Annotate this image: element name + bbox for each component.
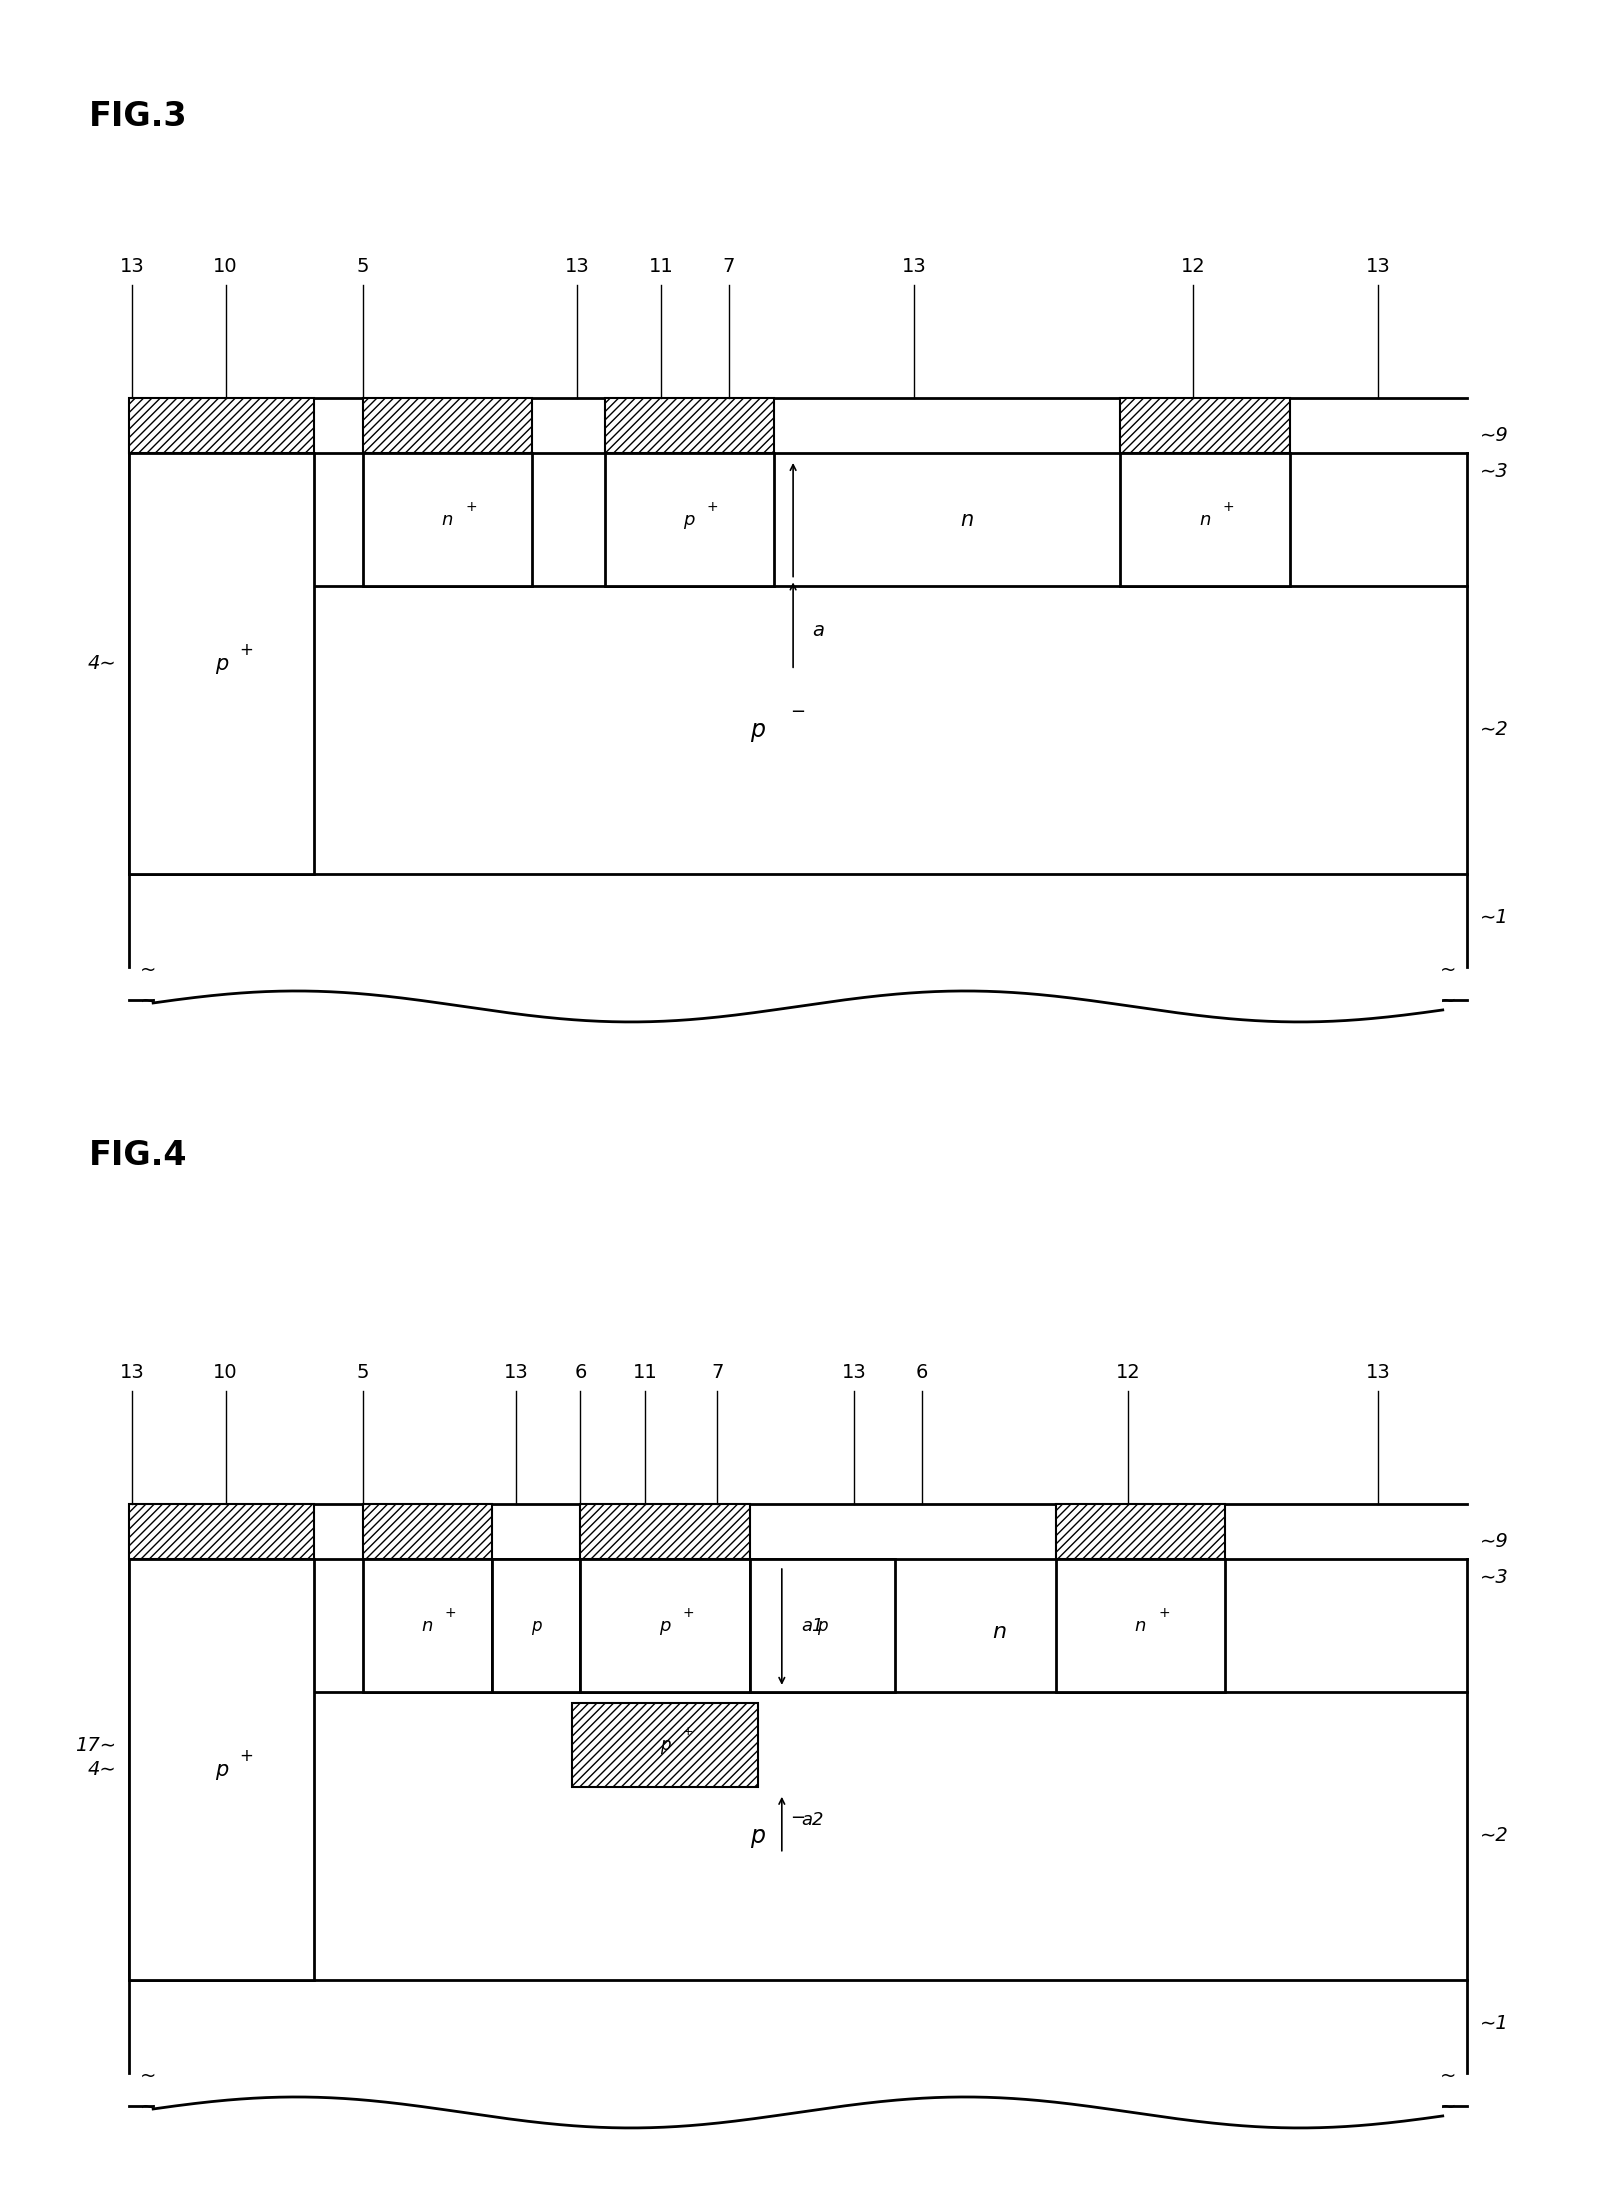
- Text: p: p: [750, 1825, 766, 1847]
- Text: 13: 13: [119, 1363, 145, 1382]
- Text: ∼2: ∼2: [1480, 1827, 1509, 1845]
- Text: 11: 11: [632, 1363, 658, 1382]
- Text: 5: 5: [356, 1363, 369, 1382]
- Text: 13: 13: [503, 1363, 529, 1382]
- Text: 13: 13: [841, 1363, 867, 1382]
- Text: n: n: [993, 1621, 1006, 1644]
- Text: 13: 13: [119, 257, 145, 276]
- Text: ∼1: ∼1: [1480, 909, 1509, 927]
- Text: +: +: [1222, 500, 1235, 513]
- Polygon shape: [363, 398, 532, 453]
- Text: p: p: [530, 1617, 542, 1635]
- Polygon shape: [129, 1559, 314, 1980]
- Text: ∼1: ∼1: [1480, 2015, 1509, 2033]
- Text: ~: ~: [1440, 960, 1456, 980]
- Text: +: +: [683, 1725, 693, 1739]
- Polygon shape: [572, 1703, 758, 1787]
- Text: 12: 12: [1180, 257, 1206, 276]
- Text: ∼9: ∼9: [1480, 427, 1509, 445]
- Text: 10: 10: [213, 1363, 239, 1382]
- Text: p: p: [659, 1736, 671, 1754]
- Text: n: n: [442, 511, 453, 529]
- Text: ~: ~: [1440, 2066, 1456, 2086]
- Text: ∼3: ∼3: [1480, 1568, 1509, 1586]
- Polygon shape: [1056, 1559, 1225, 1692]
- Polygon shape: [129, 1504, 314, 1559]
- Text: −: −: [790, 1809, 804, 1827]
- Text: p: p: [214, 653, 229, 675]
- Polygon shape: [492, 1559, 580, 1692]
- Polygon shape: [363, 1559, 492, 1692]
- Text: ∼2: ∼2: [1480, 721, 1509, 739]
- Polygon shape: [363, 453, 532, 586]
- Polygon shape: [580, 1559, 750, 1692]
- Text: FIG.3: FIG.3: [89, 100, 187, 133]
- Text: +: +: [466, 500, 477, 513]
- Polygon shape: [1056, 1504, 1225, 1559]
- Text: 7: 7: [722, 257, 735, 276]
- Text: a2: a2: [801, 1812, 824, 1829]
- Text: ~: ~: [140, 991, 156, 1011]
- Text: FIG.4: FIG.4: [89, 1139, 187, 1172]
- Text: ~: ~: [1440, 2097, 1456, 2117]
- Polygon shape: [604, 398, 774, 453]
- Text: 5: 5: [356, 257, 369, 276]
- Text: 11: 11: [648, 257, 674, 276]
- Text: 13: 13: [1365, 1363, 1391, 1382]
- Text: n: n: [1199, 511, 1211, 529]
- Text: ∼9: ∼9: [1480, 1533, 1509, 1551]
- Text: ~: ~: [140, 2097, 156, 2117]
- Text: 10: 10: [213, 257, 239, 276]
- Polygon shape: [580, 1504, 750, 1559]
- Text: p: p: [214, 1759, 229, 1781]
- Text: a1: a1: [801, 1617, 824, 1635]
- Text: ~: ~: [140, 960, 156, 980]
- Polygon shape: [604, 453, 774, 586]
- Text: 6: 6: [574, 1363, 587, 1382]
- Text: 13: 13: [1365, 257, 1391, 276]
- Polygon shape: [363, 1504, 492, 1559]
- Text: ~: ~: [1440, 991, 1456, 1011]
- Polygon shape: [1120, 453, 1290, 586]
- Text: +: +: [1157, 1606, 1170, 1619]
- Text: 17∼: 17∼: [74, 1736, 116, 1754]
- Text: +: +: [240, 641, 253, 659]
- Text: +: +: [683, 1606, 695, 1619]
- Text: ~: ~: [140, 2066, 156, 2086]
- Text: 12: 12: [1116, 1363, 1141, 1382]
- Text: a: a: [812, 622, 824, 639]
- Text: n: n: [421, 1617, 434, 1635]
- Text: ∼3: ∼3: [1480, 462, 1509, 480]
- Text: 7: 7: [711, 1363, 724, 1382]
- Text: +: +: [706, 500, 719, 513]
- Polygon shape: [1120, 398, 1290, 453]
- Text: 4∼: 4∼: [87, 1761, 116, 1778]
- Text: +: +: [445, 1606, 456, 1619]
- Polygon shape: [129, 453, 314, 874]
- Text: −: −: [790, 703, 804, 721]
- Text: 13: 13: [901, 257, 927, 276]
- Text: n: n: [961, 509, 974, 531]
- Polygon shape: [129, 398, 314, 453]
- Text: p: p: [659, 1617, 671, 1635]
- Text: 6: 6: [916, 1363, 929, 1382]
- Text: 4∼: 4∼: [87, 655, 116, 672]
- Text: p: p: [683, 511, 695, 529]
- Text: +: +: [240, 1747, 253, 1765]
- Text: 13: 13: [564, 257, 590, 276]
- Text: p: p: [750, 719, 766, 741]
- Text: p: p: [817, 1617, 827, 1635]
- Polygon shape: [750, 1559, 895, 1692]
- Text: n: n: [1135, 1617, 1146, 1635]
